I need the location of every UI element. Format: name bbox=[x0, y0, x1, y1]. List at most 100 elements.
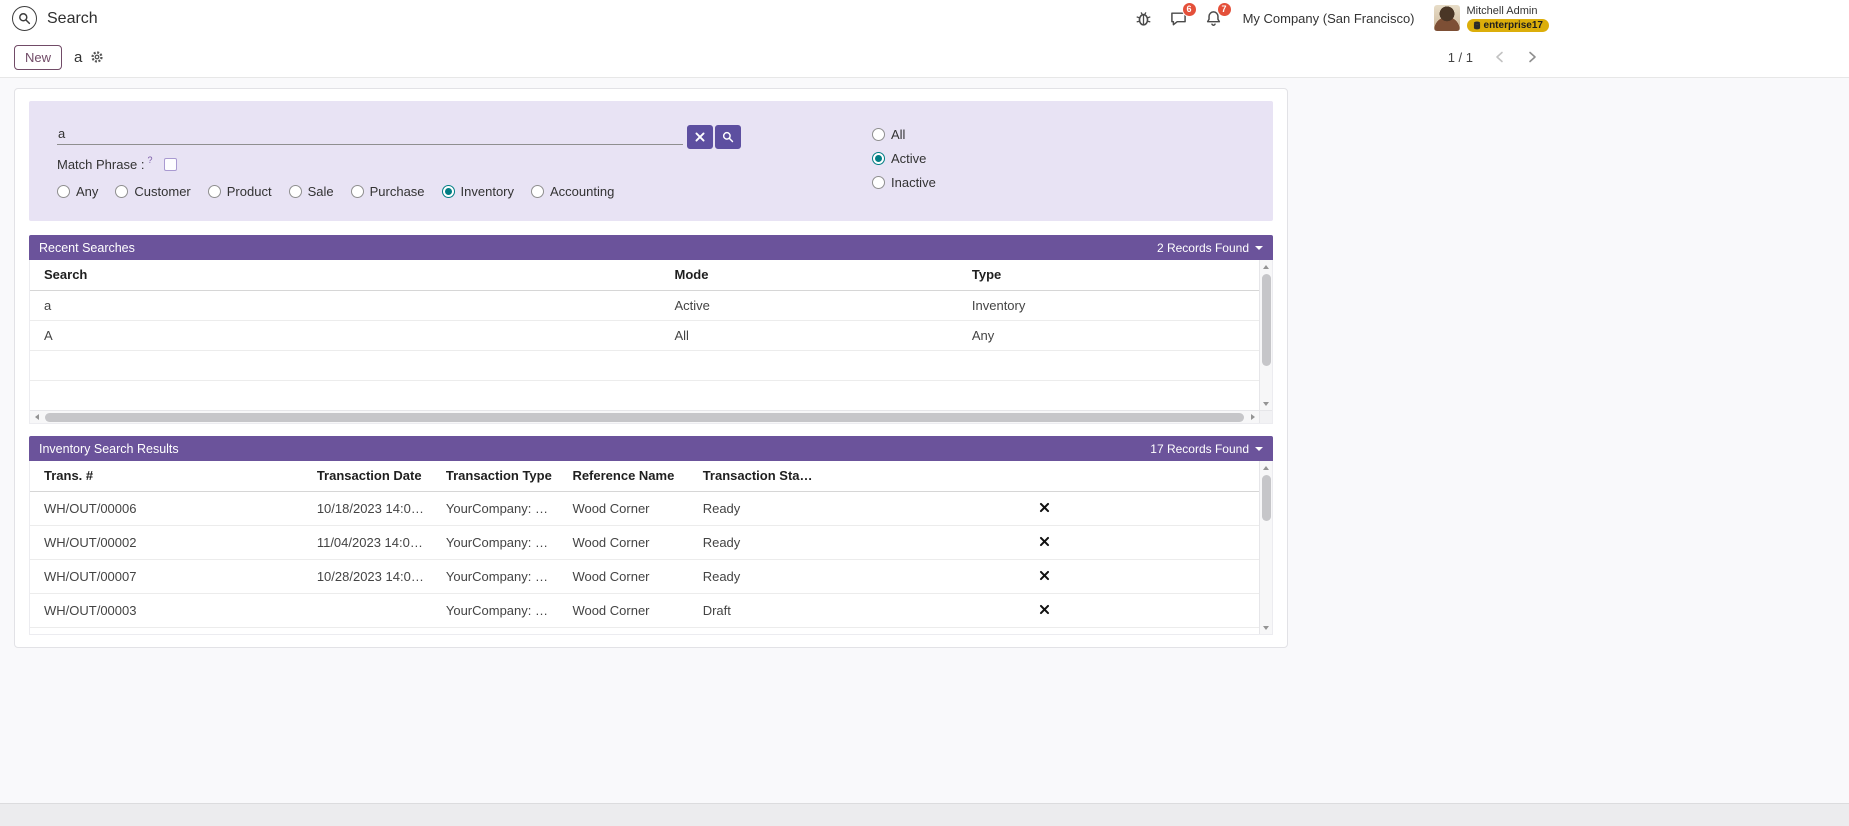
breadcrumb[interactable]: a bbox=[74, 48, 83, 66]
pager-next-button[interactable] bbox=[1517, 43, 1547, 71]
scrollbar-corner bbox=[1259, 410, 1272, 423]
inventory-results-table-area: Trans. # Transaction Date Transaction Ty… bbox=[29, 461, 1273, 635]
company-menu[interactable]: My Company (San Francisco) bbox=[1242, 10, 1415, 26]
new-button[interactable]: New bbox=[14, 44, 63, 70]
state-radio-active[interactable]: Active bbox=[872, 151, 936, 166]
caret-down-icon bbox=[1255, 245, 1263, 254]
delete-row-button[interactable] bbox=[1037, 534, 1052, 549]
section-title: Inventory Search Results bbox=[39, 441, 179, 456]
scroll-up-arrow[interactable] bbox=[1260, 260, 1273, 273]
submit-search-button[interactable] bbox=[715, 125, 741, 149]
recent-searches-records-dropdown[interactable]: 2 Records Found bbox=[1157, 241, 1263, 255]
recent-search-row[interactable]: A All Any bbox=[30, 320, 1259, 351]
inventory-result-row[interactable]: WH/OUT/00007 10/28/2023 14:07:14 YourCom… bbox=[30, 559, 1259, 594]
delete-x-icon bbox=[1039, 604, 1050, 615]
inventory-result-row[interactable]: WH/OUT/00002 11/04/2023 14:07:14 YourCom… bbox=[30, 525, 1259, 560]
recent-searches-section: Recent Searches 2 Records Found Search M… bbox=[29, 235, 1273, 424]
section-title: Recent Searches bbox=[39, 240, 135, 255]
scroll-down-arrow[interactable] bbox=[1260, 397, 1273, 410]
close-icon bbox=[695, 132, 705, 142]
pager-previous-button[interactable] bbox=[1485, 43, 1515, 71]
empty-row bbox=[30, 350, 1259, 381]
main-content: Match Phrase : ? Any Customer Product Sa… bbox=[0, 78, 1849, 826]
chevron-left-icon bbox=[1496, 51, 1503, 63]
column-header-search: Search bbox=[30, 260, 661, 291]
scrollbar-thumb[interactable] bbox=[1261, 274, 1271, 366]
inventory-results-header: Inventory Search Results 17 Records Foun… bbox=[29, 436, 1273, 461]
control-panel: New a 1 / 1 bbox=[0, 37, 1849, 78]
debug-bug-icon[interactable] bbox=[1134, 8, 1154, 28]
messages-button[interactable]: 6 bbox=[1169, 2, 1197, 28]
scroll-up-arrow[interactable] bbox=[1260, 461, 1273, 474]
pager-count: 1 / 1 bbox=[1447, 49, 1473, 65]
scope-radio-customer[interactable]: Customer bbox=[115, 184, 191, 199]
column-header-transaction-status: Transaction Sta… bbox=[688, 461, 1023, 492]
app-search-icon[interactable] bbox=[12, 6, 37, 31]
radio-icon bbox=[872, 176, 885, 189]
chevron-right-icon bbox=[1529, 51, 1536, 63]
column-header-reference-name: Reference Name bbox=[558, 461, 689, 492]
radio-icon bbox=[57, 185, 70, 198]
state-radio-group: All Active Inactive bbox=[872, 127, 936, 190]
match-phrase-label: Match Phrase : bbox=[57, 157, 145, 172]
radio-icon bbox=[207, 185, 221, 198]
user-name: Mitchell Admin bbox=[1466, 4, 1538, 17]
notifications-bell-button[interactable]: 7 bbox=[1204, 2, 1232, 28]
column-header-trans: Trans. # bbox=[30, 461, 303, 492]
scroll-down-arrow[interactable] bbox=[1260, 621, 1273, 634]
scrollbar-thumb[interactable] bbox=[1261, 475, 1271, 521]
scroll-left-arrow[interactable] bbox=[30, 411, 43, 424]
search-form-card: Match Phrase : ? Any Customer Product Sa… bbox=[14, 88, 1288, 648]
database-icon bbox=[1473, 21, 1480, 30]
scope-radio-sale[interactable]: Sale bbox=[288, 184, 334, 199]
scope-radio-purchase[interactable]: Purchase bbox=[350, 184, 425, 199]
delete-row-button[interactable] bbox=[1037, 500, 1052, 515]
gear-icon[interactable] bbox=[90, 50, 104, 64]
empty-row bbox=[30, 380, 1259, 410]
delete-x-icon bbox=[1039, 502, 1050, 513]
column-header-transaction-type: Transaction Type bbox=[431, 461, 559, 492]
app-title: Search bbox=[47, 9, 98, 27]
radio-icon bbox=[531, 185, 545, 198]
avatar bbox=[1433, 5, 1460, 32]
column-header-mode: Mode bbox=[660, 260, 958, 291]
radio-icon bbox=[441, 185, 455, 198]
recent-search-row[interactable]: a Active Inventory bbox=[30, 290, 1259, 321]
radio-icon bbox=[350, 185, 364, 198]
state-radio-all[interactable]: All bbox=[872, 127, 936, 142]
scroll-right-arrow[interactable] bbox=[1246, 411, 1259, 424]
database-badge: enterprise17 bbox=[1466, 18, 1549, 33]
column-header-type: Type bbox=[957, 260, 1259, 291]
scope-radio-inventory[interactable]: Inventory bbox=[441, 184, 514, 199]
delete-row-button[interactable] bbox=[1037, 602, 1052, 617]
pager: 1 / 1 bbox=[1448, 43, 1547, 71]
caret-down-icon bbox=[1255, 446, 1263, 455]
vertical-scrollbar[interactable] bbox=[1259, 260, 1272, 410]
recent-searches-header: Recent Searches 2 Records Found bbox=[29, 235, 1273, 260]
column-header-actions bbox=[1023, 461, 1259, 492]
scrollbar-thumb[interactable] bbox=[45, 412, 1244, 422]
column-header-transaction-date: Transaction Date bbox=[302, 461, 432, 492]
horizontal-scrollbar[interactable] bbox=[30, 410, 1259, 423]
inventory-results-records-dropdown[interactable]: 17 Records Found bbox=[1150, 442, 1263, 456]
match-phrase-checkbox[interactable] bbox=[164, 158, 178, 171]
delete-row-button[interactable] bbox=[1037, 568, 1052, 583]
radio-icon bbox=[115, 185, 129, 198]
scope-radio-product[interactable]: Product bbox=[207, 184, 272, 199]
state-radio-inactive[interactable]: Inactive bbox=[872, 175, 936, 190]
user-menu[interactable]: Mitchell Admin enterprise17 bbox=[1433, 4, 1549, 33]
delete-x-icon bbox=[1039, 570, 1050, 581]
radio-icon bbox=[872, 152, 885, 165]
scope-radio-any[interactable]: Any bbox=[57, 184, 98, 199]
vertical-scrollbar[interactable] bbox=[1259, 461, 1272, 634]
top-bar: Search 6 7 My Company (San Francisco) Mi… bbox=[0, 0, 1849, 37]
scope-radio-accounting[interactable]: Accounting bbox=[531, 184, 614, 199]
inventory-result-row[interactable]: WH/OUT/00006 10/18/2023 14:07:14 YourCom… bbox=[30, 491, 1259, 526]
inventory-result-row[interactable]: WH/OUT/00003 YourCompany: Deliv… Wood Co… bbox=[30, 593, 1259, 628]
messages-count-badge: 6 bbox=[1181, 2, 1197, 18]
help-mark[interactable]: ? bbox=[147, 154, 153, 165]
clear-search-button[interactable] bbox=[687, 125, 713, 149]
notifications-count-badge: 7 bbox=[1216, 2, 1232, 18]
bottom-strip bbox=[0, 803, 1849, 826]
search-query-input[interactable] bbox=[57, 123, 683, 145]
